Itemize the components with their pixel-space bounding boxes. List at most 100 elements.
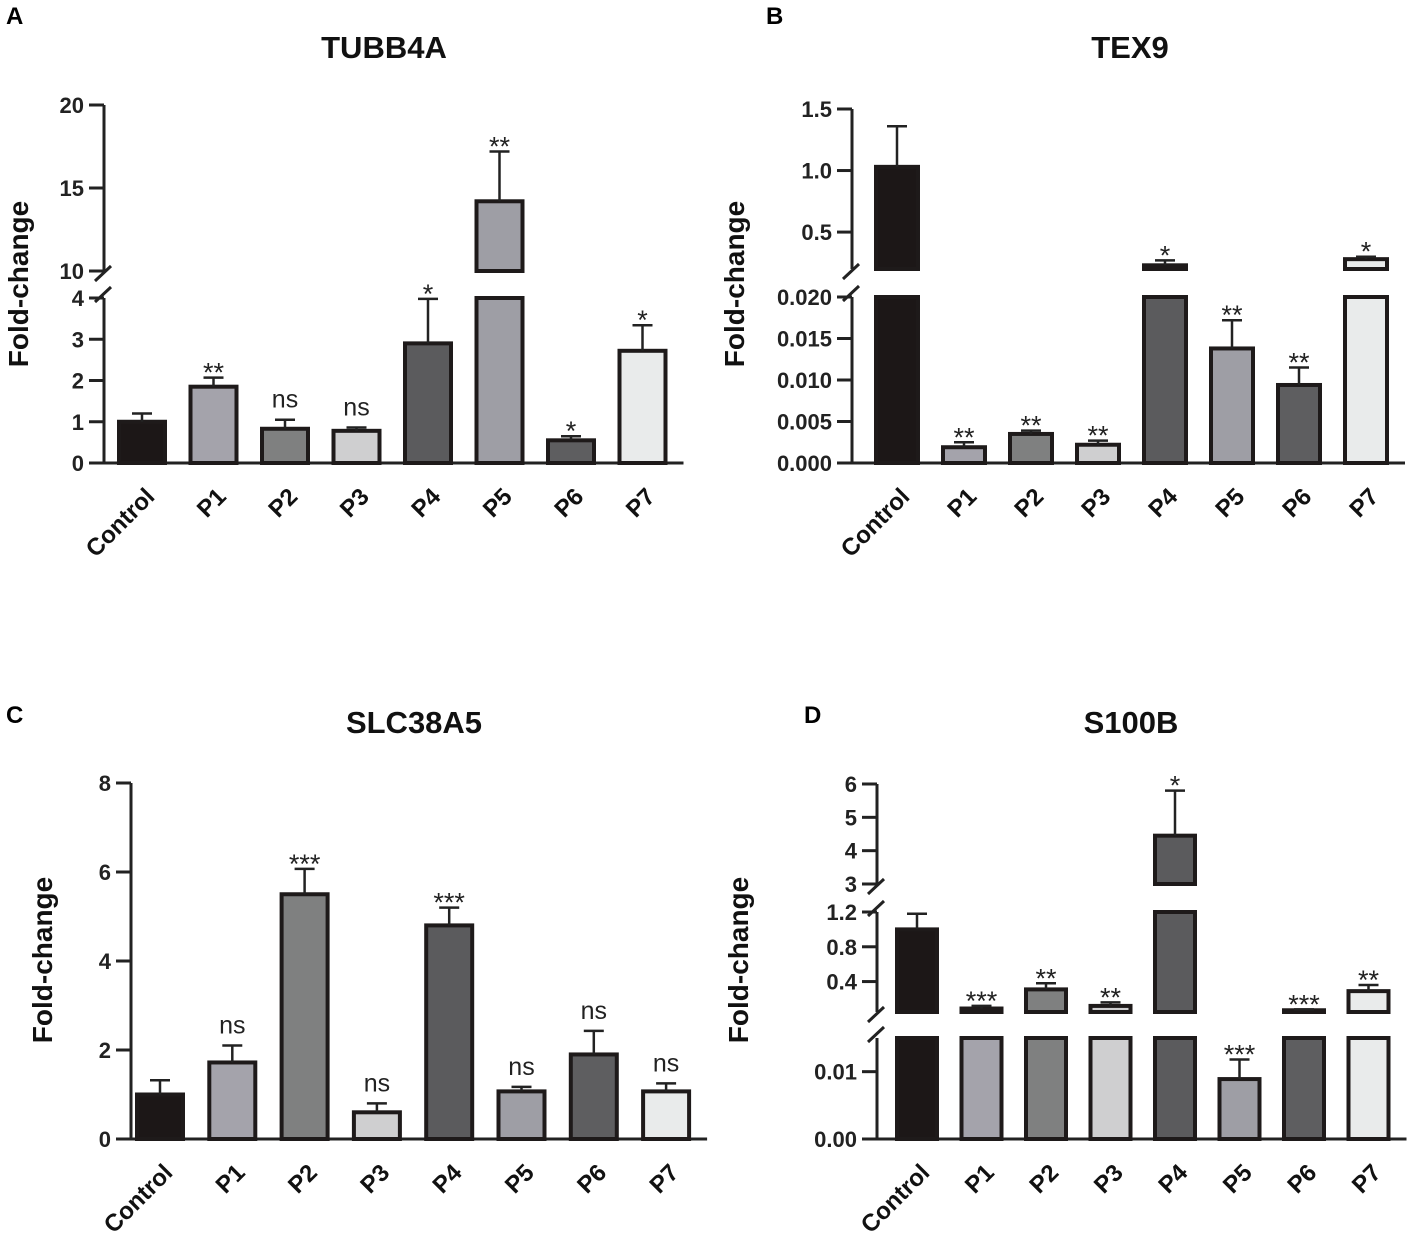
y-tick-label: 3 [72, 327, 84, 352]
y-tick-label: 2 [99, 1038, 111, 1063]
x-category-label: P1 [192, 483, 232, 523]
significance-label: ** [953, 422, 975, 452]
y-tick-label: 0.00 [814, 1127, 857, 1152]
bar [1346, 1036, 1391, 1141]
significance-label: * [566, 416, 577, 446]
axis-break-mark [866, 1005, 886, 1024]
significance-label: ** [1221, 300, 1243, 330]
bar [617, 348, 668, 465]
bar [641, 1089, 692, 1142]
panel-d: D S100B Fold-change 0.00 0.01 0.4 0.8 1.2 3 4 5… [723, 702, 1407, 1239]
x-category-label: P6 [572, 1159, 612, 1199]
axis-break-mark [866, 1025, 886, 1044]
x-category-label: P7 [1344, 483, 1384, 523]
significance-label: ** [1100, 982, 1122, 1012]
x-category-label: P7 [644, 1159, 684, 1199]
x-category-label: P4 [428, 1159, 468, 1199]
x-category-label: P2 [1009, 483, 1049, 523]
x-category-label: P6 [1277, 483, 1317, 523]
bar [895, 927, 939, 1014]
bar [207, 1060, 258, 1141]
axis-break-mark [866, 877, 886, 896]
y-tick-label: 1.2 [826, 900, 857, 925]
bar [474, 296, 525, 465]
y-tick-label: 6 [845, 772, 857, 797]
bar [403, 341, 453, 465]
x-category-label: P1 [960, 1159, 1000, 1199]
bar [331, 428, 382, 466]
significance-label: ns [364, 1069, 390, 1097]
bar [1153, 910, 1197, 1014]
significance-label: * [1170, 771, 1181, 801]
x-category-label: P3 [1076, 483, 1116, 523]
bar [874, 295, 920, 465]
x-category-label: P3 [1089, 1159, 1129, 1199]
significance-label: ns [343, 394, 369, 422]
panel-letter: C [6, 702, 23, 729]
x-category-label: Control [99, 1159, 178, 1238]
bar [279, 892, 330, 1141]
panel-letter: A [6, 3, 23, 30]
chart-title: TEX9 [1091, 30, 1169, 65]
x-category-label: P4 [1153, 1159, 1193, 1199]
y-tick-label: 1.0 [801, 159, 832, 184]
x-category-label: Control [856, 1159, 935, 1238]
bar [1024, 1036, 1068, 1141]
panel-a: A TUBB4A Fold-change 0 1 2 3 410 15 20 Control *… [3, 3, 684, 563]
axis-break-mark [866, 899, 886, 918]
significance-label: *** [1224, 1040, 1256, 1070]
significance-label: * [1361, 237, 1372, 267]
x-category-label: P5 [500, 1159, 540, 1199]
significance-label: *** [1288, 989, 1320, 1019]
y-tick-label: 0.000 [777, 451, 832, 476]
bar [424, 923, 475, 1142]
y-tick-label: 15 [60, 176, 84, 201]
bar [1153, 833, 1197, 887]
x-category-label: P2 [283, 1159, 323, 1199]
significance-label: ns [272, 386, 298, 414]
x-category-label: P3 [355, 1159, 395, 1199]
y-tick-label: 0.4 [826, 970, 857, 995]
significance-label: ** [203, 358, 225, 388]
x-category-label: P3 [335, 483, 375, 523]
chart-title: TUBB4A [321, 30, 447, 65]
bar [1142, 295, 1188, 465]
x-category-label: P6 [1282, 1159, 1322, 1199]
significance-label: * [637, 305, 648, 335]
y-tick-label: 2 [72, 369, 84, 394]
y-axis-label: Fold-change [723, 877, 754, 1043]
bar [351, 1110, 402, 1142]
y-tick-label: 10 [60, 259, 84, 284]
significance-label: ** [1020, 411, 1042, 441]
significance-label: *** [289, 849, 321, 879]
bar [260, 426, 310, 466]
significance-label: ** [1288, 348, 1310, 378]
significance-label: * [1160, 240, 1171, 270]
significance-label: ns [508, 1053, 534, 1081]
y-tick-label: 0 [99, 1127, 111, 1152]
axis-break-mark [93, 264, 113, 283]
y-axis-label: Fold-change [3, 201, 34, 367]
y-axis-label: Fold-change [27, 877, 58, 1043]
bar [1217, 1077, 1262, 1142]
axis-break-mark [841, 262, 861, 281]
bar [1276, 382, 1322, 466]
bar [1088, 1036, 1133, 1141]
bar [1282, 1036, 1326, 1141]
y-tick-label: 0.5 [801, 220, 832, 245]
y-tick-label: 20 [60, 93, 84, 118]
axis-break-mark [841, 284, 861, 303]
axis-break-mark [93, 285, 113, 304]
y-tick-label: 1 [72, 410, 84, 435]
y-tick-label: 0.01 [814, 1060, 857, 1085]
significance-label: ns [219, 1012, 245, 1040]
significance-label: ** [1358, 965, 1380, 995]
y-axis-label: Fold-change [719, 201, 750, 367]
x-category-label: P4 [406, 483, 446, 523]
panel-letter: D [804, 702, 821, 729]
x-category-label: P2 [263, 483, 303, 523]
x-category-label: P5 [478, 483, 518, 523]
x-category-label: Control [81, 483, 160, 562]
bar [496, 1089, 547, 1142]
bar [959, 1036, 1004, 1141]
